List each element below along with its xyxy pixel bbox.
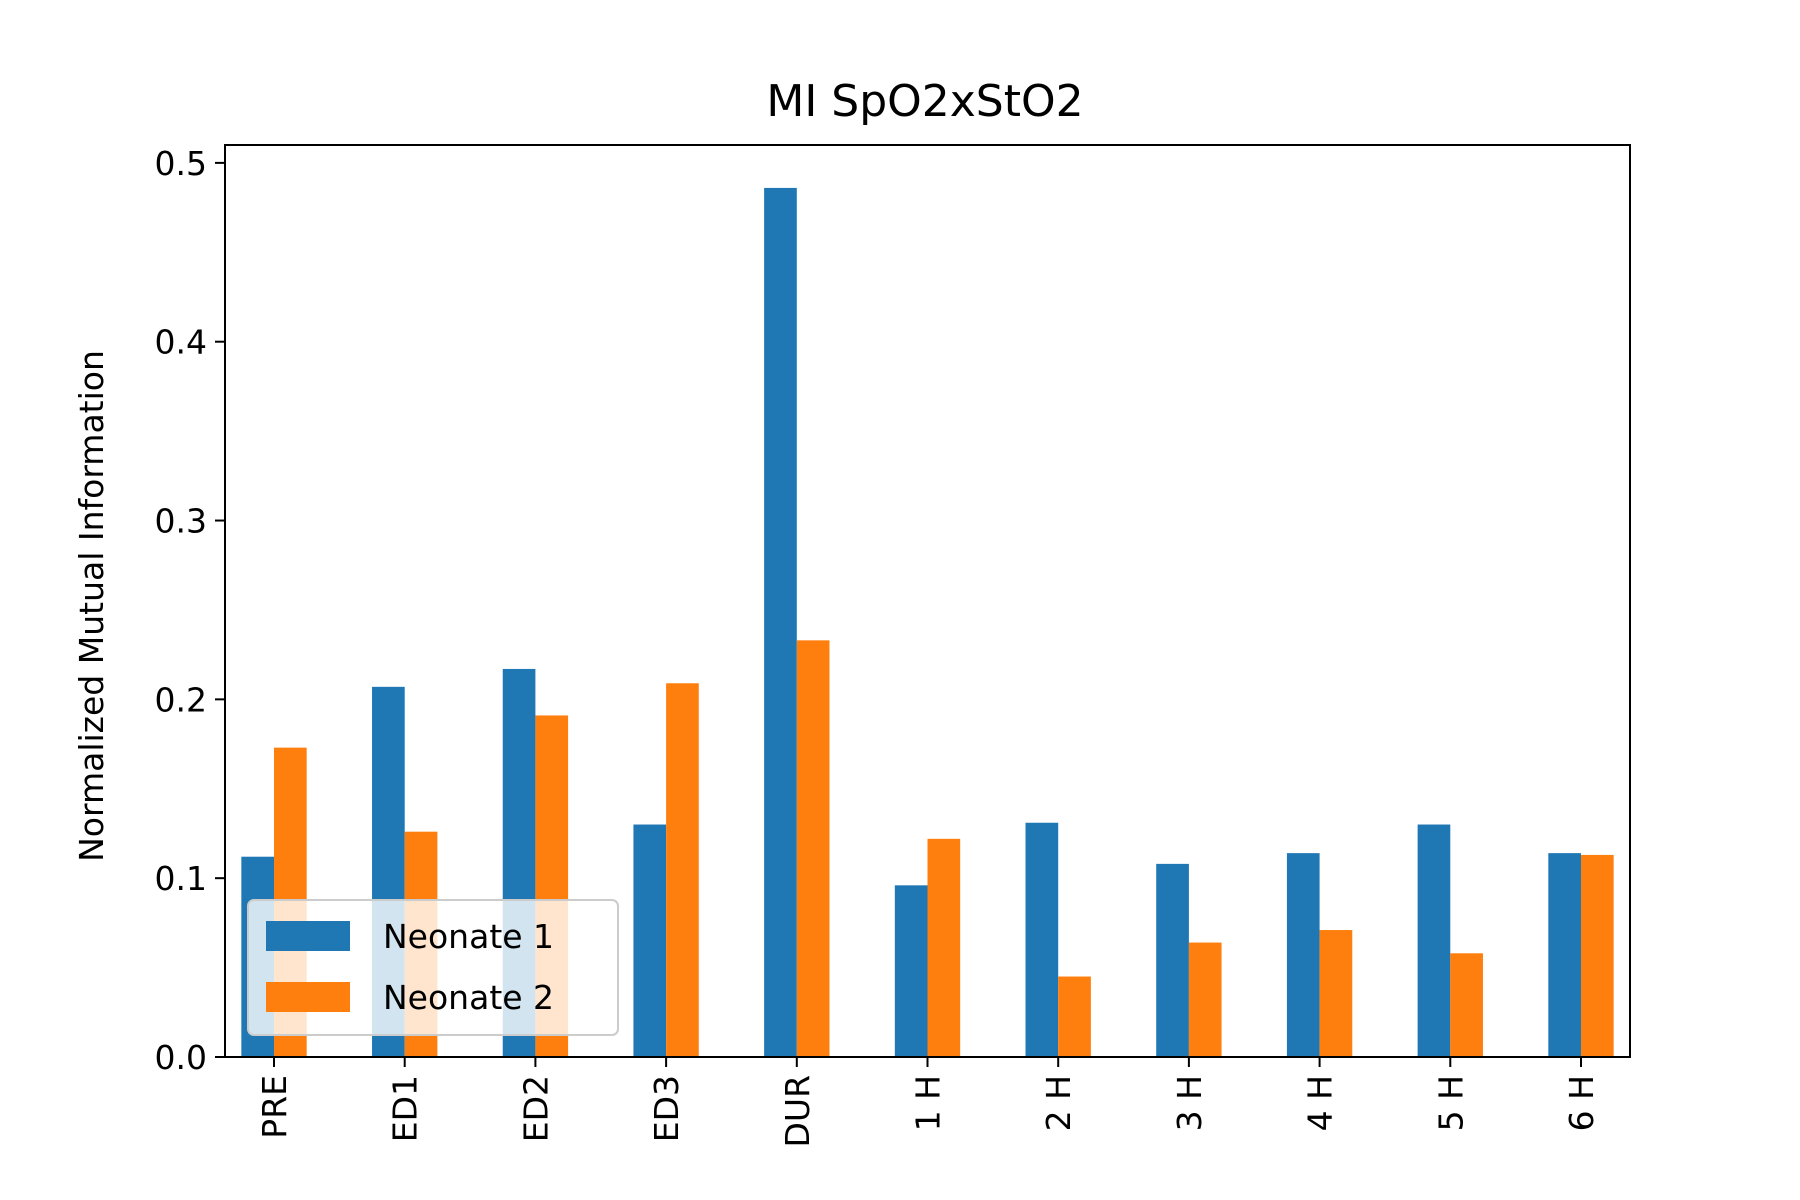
x-tick-label: 6 H [1562, 1075, 1601, 1131]
y-tick-label: 0.2 [155, 680, 207, 719]
x-tick-label: 2 H [1039, 1075, 1078, 1131]
y-tick-label: 0.1 [155, 859, 207, 898]
bar-2-1h [927, 838, 961, 1057]
legend-label-2: Neonate 2 [383, 978, 554, 1017]
bar-1-dur [764, 187, 797, 1057]
bar-1-6h [1548, 853, 1581, 1057]
bar-2-ed3 [666, 683, 699, 1057]
x-tick-label: ED3 [647, 1075, 686, 1142]
x-tick-label: 4 H [1301, 1075, 1340, 1131]
x-tick-label: DUR [778, 1075, 817, 1148]
bar-1-2h [1025, 822, 1059, 1057]
x-tick-label: 3 H [1170, 1075, 1209, 1131]
bar-1-5h [1417, 824, 1451, 1057]
plot-frame [224, 144, 1631, 1058]
y-tick-label: 0.4 [155, 323, 207, 362]
bar-2-3h [1188, 942, 1222, 1057]
y-axis-label: Normalized Mutual Information [72, 350, 111, 862]
bar-2-2h [1058, 976, 1091, 1057]
y-axis-ticks: 0.0 0.1 0.2 0.3 0.4 0.5 [155, 144, 225, 1077]
x-axis-ticks: PRE ED1 ED2 ED3 DUR 1 H 2 H 3 H 4 H 5 H 6 H [255, 1057, 1601, 1148]
bar-2-5h [1450, 953, 1483, 1057]
legend: Neonate 1 Neonate 2 [247, 899, 619, 1036]
bar-1-4h [1286, 853, 1320, 1057]
bar-2-6h [1580, 854, 1614, 1057]
bar-1-3h [1156, 863, 1189, 1057]
x-tick-label: PRE [255, 1075, 294, 1139]
legend-label-1: Neonate 1 [383, 917, 554, 956]
bar-2-4h [1319, 930, 1353, 1057]
y-tick-label: 0.5 [155, 144, 207, 183]
x-tick-label: 5 H [1431, 1075, 1470, 1131]
x-tick-label: ED1 [386, 1075, 425, 1142]
bar-1-ed3 [633, 824, 667, 1057]
y-tick-label: 0.3 [155, 502, 207, 541]
legend-swatch-1 [266, 921, 350, 951]
bar-1-1h [894, 885, 928, 1057]
bar-2-dur [796, 640, 830, 1057]
x-tick-label: 1 H [909, 1075, 948, 1131]
chart-title: MI SpO2xStO2 [766, 76, 1083, 127]
x-tick-label: ED2 [516, 1075, 555, 1142]
legend-swatch-2 [266, 982, 350, 1012]
y-tick-label: 0.0 [155, 1038, 207, 1077]
